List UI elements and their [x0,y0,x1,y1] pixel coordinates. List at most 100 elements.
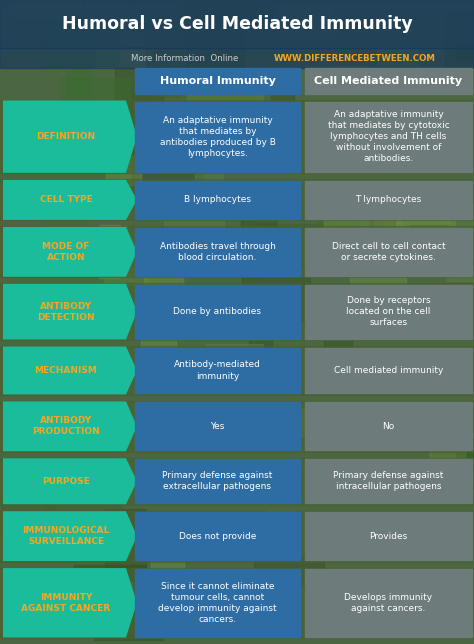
Bar [445,11,474,68]
Polygon shape [3,511,137,561]
Text: More Information  Online: More Information Online [131,53,239,62]
Text: Primary defense against
extracellular pathogens: Primary defense against extracellular pa… [162,471,273,491]
Bar [0,511,474,562]
Bar [271,90,294,149]
Text: Cell mediated immunity: Cell mediated immunity [334,366,443,375]
Bar [241,193,276,234]
Bar [317,213,359,270]
Bar [305,68,472,94]
Bar [135,68,300,94]
Polygon shape [3,568,137,638]
Bar [0,283,474,340]
Bar [44,23,118,66]
Text: CELL TYPE: CELL TYPE [40,195,92,204]
Text: Develops immunity
against cancers.: Develops immunity against cancers. [345,592,433,613]
Bar [135,569,300,636]
Bar [306,188,378,213]
Text: Antibodies travel through
blood circulation.: Antibodies travel through blood circulat… [160,242,275,262]
Bar [377,39,418,71]
Bar [135,228,300,276]
Bar [305,348,472,393]
Bar [467,439,474,488]
Bar [0,179,474,220]
Text: An adaptative immunity
that mediates by cytotoxic
lymphocytes and TH cells
witho: An adaptative immunity that mediates by … [328,110,449,164]
Bar [144,246,183,298]
Bar [135,348,300,393]
Text: Humoral vs Cell Mediated Immunity: Humoral vs Cell Mediated Immunity [62,15,412,33]
Text: Done by antibodies: Done by antibodies [173,307,262,316]
Bar [104,267,148,285]
Polygon shape [3,100,137,173]
Bar [74,565,146,607]
Bar [305,402,472,450]
Bar [370,208,395,231]
Bar [0,567,474,638]
Bar [135,102,300,172]
Text: IMMUNITY
AGAINST CANCER: IMMUNITY AGAINST CANCER [21,592,110,613]
Bar [409,225,449,243]
Text: Direct cell to cell contact
or secrete cytokines.: Direct cell to cell contact or secrete c… [332,242,445,262]
Bar [353,464,384,482]
Bar [324,323,352,361]
Bar [350,253,407,287]
Bar [2,495,55,540]
Bar [83,0,134,12]
Bar [330,66,369,91]
Bar [141,331,176,374]
Bar [135,181,300,219]
Bar [135,512,300,560]
Bar [305,102,472,172]
Polygon shape [3,401,137,451]
Bar [87,413,138,448]
Text: Humoral Immunity: Humoral Immunity [160,76,275,86]
Bar [0,100,474,173]
Bar [473,439,474,472]
Bar [0,227,474,278]
Polygon shape [3,227,137,277]
Bar [22,235,52,252]
Bar [135,285,300,339]
Text: Since it cannot eliminate
tumour cells, cannot
develop immunity against
cancers.: Since it cannot eliminate tumour cells, … [158,582,277,624]
Text: Done by receptors
located on the cell
surfaces: Done by receptors located on the cell su… [346,296,431,327]
Bar [8,122,76,153]
Polygon shape [3,180,137,220]
Text: DEFINITION: DEFINITION [36,132,96,141]
Polygon shape [3,459,137,504]
Bar [124,596,200,634]
Bar [167,409,197,448]
Text: Provides: Provides [369,532,408,541]
Bar [305,569,472,636]
Bar [105,509,146,567]
Bar [178,0,241,32]
Text: ANTIBODY
PRODUCTION: ANTIBODY PRODUCTION [32,416,100,437]
Bar [164,196,224,236]
Bar [305,459,472,503]
Polygon shape [3,284,137,339]
Bar [305,228,472,276]
Bar [154,119,212,174]
Bar [136,247,158,263]
Bar [234,291,280,307]
Bar [256,224,334,266]
Bar [456,43,474,61]
Bar [198,55,237,75]
Bar [186,19,244,70]
Bar [93,582,132,615]
Bar [292,0,320,6]
Bar [305,285,472,339]
Bar [182,73,221,96]
Bar [431,448,474,477]
Text: Antibody-mediated
immunity: Antibody-mediated immunity [174,361,261,381]
Bar [99,225,120,278]
Text: MECHANISM: MECHANISM [35,366,98,375]
Bar [195,173,223,193]
Bar [189,265,259,310]
Text: No: No [383,422,395,431]
Bar [132,140,203,193]
Bar [94,594,163,640]
Text: B lymphocytes: B lymphocytes [184,195,251,204]
Bar [0,0,474,48]
Text: Primary defense against
intracellular pathogens: Primary defense against intracellular pa… [333,471,444,491]
Bar [0,48,474,68]
Text: An adaptative immunity
that mediates by
antibodies produced by B
lymphocytes.: An adaptative immunity that mediates by … [160,115,275,158]
